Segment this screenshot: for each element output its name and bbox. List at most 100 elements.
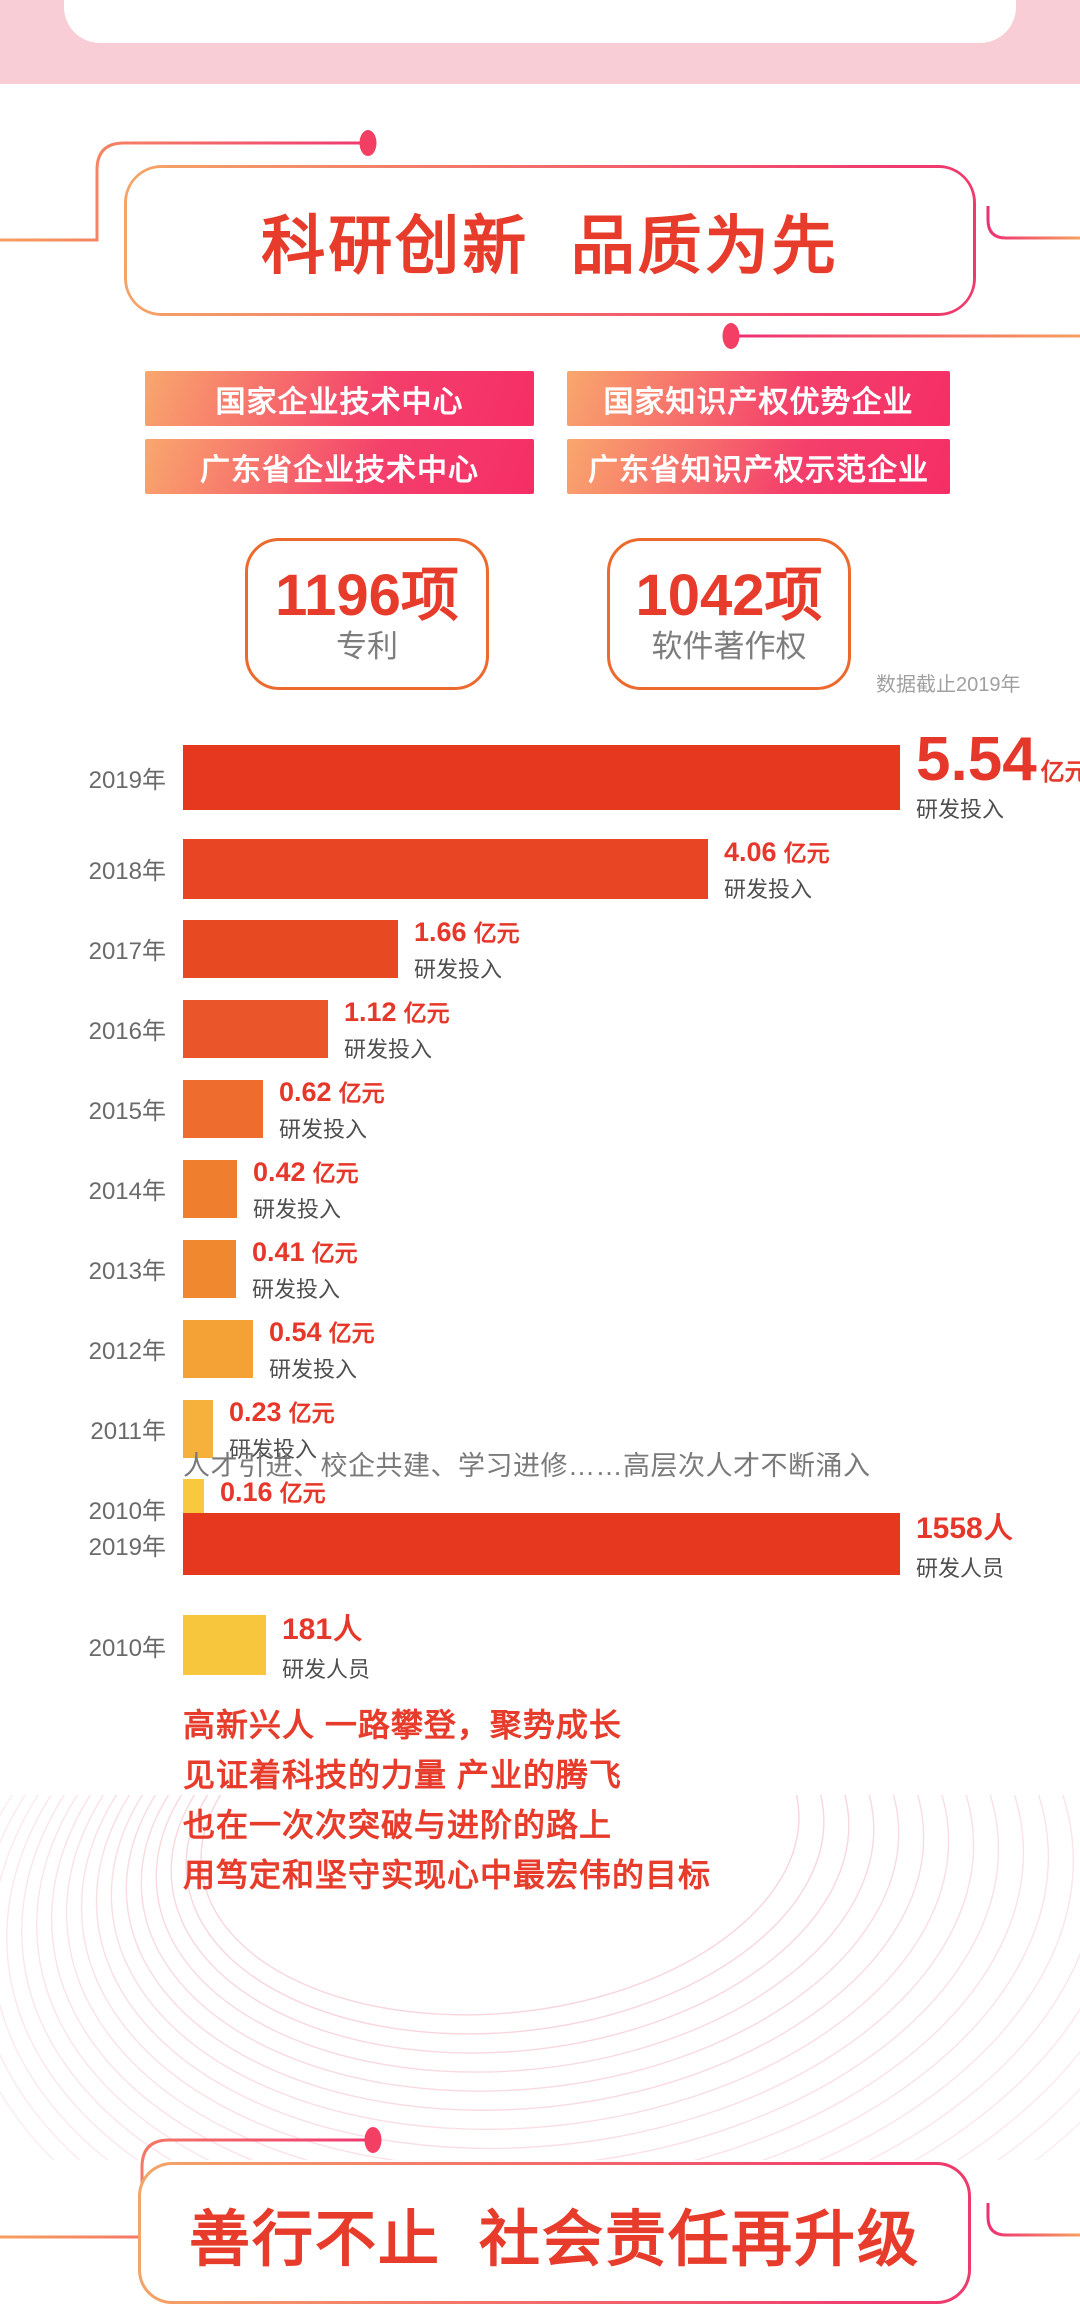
value-bar <box>183 1239 236 1298</box>
value-sublabel: 研发投入 <box>253 1196 342 1222</box>
value-sublabel: 研发投入 <box>916 796 1005 822</box>
value-unit: 亿元 <box>338 1079 385 1106</box>
value-number: 4.06 <box>724 836 777 867</box>
value-bar <box>183 1079 263 1138</box>
year-label: 2010年 <box>88 1498 166 1526</box>
banner-inner: 科研创新 品质为先 <box>127 168 973 313</box>
data-cutoff-note: 数据截止2019年 <box>876 674 1021 696</box>
value-number: 0.41 <box>252 1236 305 1267</box>
charity-section-title: 善行不止 社会责任再升级 <box>189 2204 920 2273</box>
year-label: 2019年 <box>88 767 166 795</box>
slogan-line: 高新兴人 一路攀登，聚势成长 <box>183 1707 622 1743</box>
charity-dot-icon <box>364 2127 382 2153</box>
software-copyright-label: 软件著作权 <box>651 628 807 664</box>
chart-row: 2015年 0.62 亿元研发投入 <box>0 1074 1080 1144</box>
chart-row: 2013年 0.41 亿元 研发投入 <box>0 1234 1080 1304</box>
value-number: 0.16 <box>220 1476 273 1507</box>
value-sublabel: 研发投入 <box>344 1036 433 1062</box>
research-section-title: 科研创新 品质为先 <box>261 209 839 282</box>
chart-row: 2017年 1.66 亿元研发投入 <box>0 914 1080 984</box>
rd-staff-bar-chart: 2019年 1558 人研发人员 2010年 181 人研发人员 <box>0 1505 1080 1707</box>
year-label: 2015年 <box>88 1098 166 1126</box>
software-copyright-stat-card: 1042项 软件著作权 <box>607 538 851 690</box>
value-unit: 亿元 <box>311 1239 358 1266</box>
value-unit: 亿元 <box>783 839 830 866</box>
value-label: 4.06 亿元研发投入 <box>724 834 830 904</box>
value-unit: 亿元 <box>328 1319 375 1346</box>
value-sublabel: 研发投入 <box>269 1356 358 1382</box>
value-bar <box>183 919 398 978</box>
chart-row: 2018年 4.06 亿元研发投入 <box>0 834 1080 904</box>
talent-intro-text: 人才引进、校企共建、学习进修……高层次人才不断涌入 <box>183 1451 871 1481</box>
value-label: 0.62 亿元研发投入 <box>279 1074 385 1144</box>
banner-inner: 善行不止 社会责任再升级 <box>141 2165 968 2301</box>
year-label: 2018年 <box>88 858 166 886</box>
value-sublabel: 研发投入 <box>229 1436 318 1462</box>
chart-row: 2014年 0.42 亿元研发投入 <box>0 1154 1080 1224</box>
value-unit: 亿元 <box>288 1399 335 1426</box>
value-unit: 亿元 <box>403 999 450 1026</box>
value-bar <box>183 1615 266 1675</box>
value-label: 5.54 亿元 研发投入 <box>916 729 1080 824</box>
value-unit: 亿元 <box>312 1159 359 1186</box>
rd-investment-bar-chart: 2019年 5.54 亿元 研发投入 2018年 4.06 亿元 研发投入 2017年 1.66 亿… <box>0 729 1080 1554</box>
slogan-line: 见证着科技的力量 产业的腾飞 <box>183 1757 622 1793</box>
value-bar <box>183 1399 213 1458</box>
honor-badges: 国家企业技术中心 国家知识产权优势企业 广东省企业技术中心 广东省知识产权示范企… <box>145 371 950 494</box>
value-sublabel: 研发人员 <box>282 1657 371 1682</box>
value-number: 0.23 <box>229 1396 282 1427</box>
software-copyright-count: 1042项 <box>635 562 823 628</box>
value-number: 0.62 <box>279 1076 332 1107</box>
value-label: 1558 人研发人员 <box>916 1505 1013 1583</box>
badge-guangdong-ip-model: 广东省知识产权示范企业 <box>567 439 950 494</box>
year-label: 2014年 <box>88 1178 166 1206</box>
value-label: 0.23 亿元研发投入 <box>229 1394 335 1464</box>
chart-row: 2012年 0.54 亿元研发投入 <box>0 1314 1080 1384</box>
value-sublabel: 研发人员 <box>916 1556 1005 1581</box>
year-label: 2013年 <box>88 1258 166 1286</box>
value-bar <box>183 745 900 811</box>
value-unit: 人 <box>333 1614 363 1646</box>
value-bar <box>183 1159 237 1218</box>
value-label: 1.12 亿元研发投入 <box>344 994 450 1064</box>
value-unit: 人 <box>983 1513 1013 1545</box>
year-label: 2017年 <box>88 938 166 966</box>
chart-row: 2019年 1558 人研发人员 <box>0 1505 1080 1583</box>
value-number: 1.66 <box>414 916 467 947</box>
badge-national-ip-advantage: 国家知识产权优势企业 <box>567 371 950 426</box>
value-unit: 亿元 <box>279 1479 326 1506</box>
patent-label: 专利 <box>336 628 398 664</box>
value-sublabel: 研发投入 <box>279 1116 368 1142</box>
year-label: 2010年 <box>88 1634 166 1662</box>
value-number: 181 <box>282 1613 333 1646</box>
top-white-card <box>64 0 1016 43</box>
chart-row: 2019年 5.54 亿元 研发投入 <box>0 729 1080 824</box>
value-number: 0.42 <box>253 1156 306 1187</box>
patent-stat-card: 1196项 专利 <box>245 538 489 690</box>
chart-row: 2010年 181 人研发人员 <box>0 1606 1080 1684</box>
value-sublabel: 研发投入 <box>724 876 813 902</box>
year-label: 2016年 <box>88 1018 166 1046</box>
value-unit: 亿元 <box>473 919 520 946</box>
value-number: 0.54 <box>269 1316 322 1347</box>
value-unit: 亿元 <box>1040 759 1080 786</box>
value-sublabel: 研发投入 <box>414 956 503 982</box>
bottom-dot-icon <box>722 323 740 349</box>
year-label: 2012年 <box>88 1338 166 1366</box>
value-number: 1.12 <box>344 996 397 1027</box>
section-title-banner-charity: 善行不止 社会责任再升级 <box>138 2162 971 2304</box>
value-label: 0.54 亿元研发投入 <box>269 1314 375 1384</box>
slogan-line: 用笃定和坚守实现心中最宏伟的目标 <box>183 1857 712 1893</box>
section-title-banner-research: 科研创新 品质为先 <box>124 165 976 316</box>
year-label: 2019年 <box>88 1533 166 1561</box>
chart-row: 2011年 0.23 亿元 研发投入 <box>0 1394 1080 1464</box>
value-label: 181 人研发人员 <box>282 1606 370 1684</box>
value-bar <box>183 999 328 1058</box>
slogan-paragraph: 高新兴人 一路攀登，聚势成长 见证着科技的力量 产业的腾飞 也在一次次突破与进阶… <box>183 1700 711 1900</box>
value-bar <box>183 838 708 899</box>
value-label: 1.66 亿元研发投入 <box>414 914 520 984</box>
value-label: 0.41 亿元 研发投入 <box>252 1234 358 1304</box>
badge-guangdong-tech-center: 广东省企业技术中心 <box>145 439 534 494</box>
value-bar <box>183 1319 253 1378</box>
badge-national-tech-center: 国家企业技术中心 <box>145 371 534 426</box>
